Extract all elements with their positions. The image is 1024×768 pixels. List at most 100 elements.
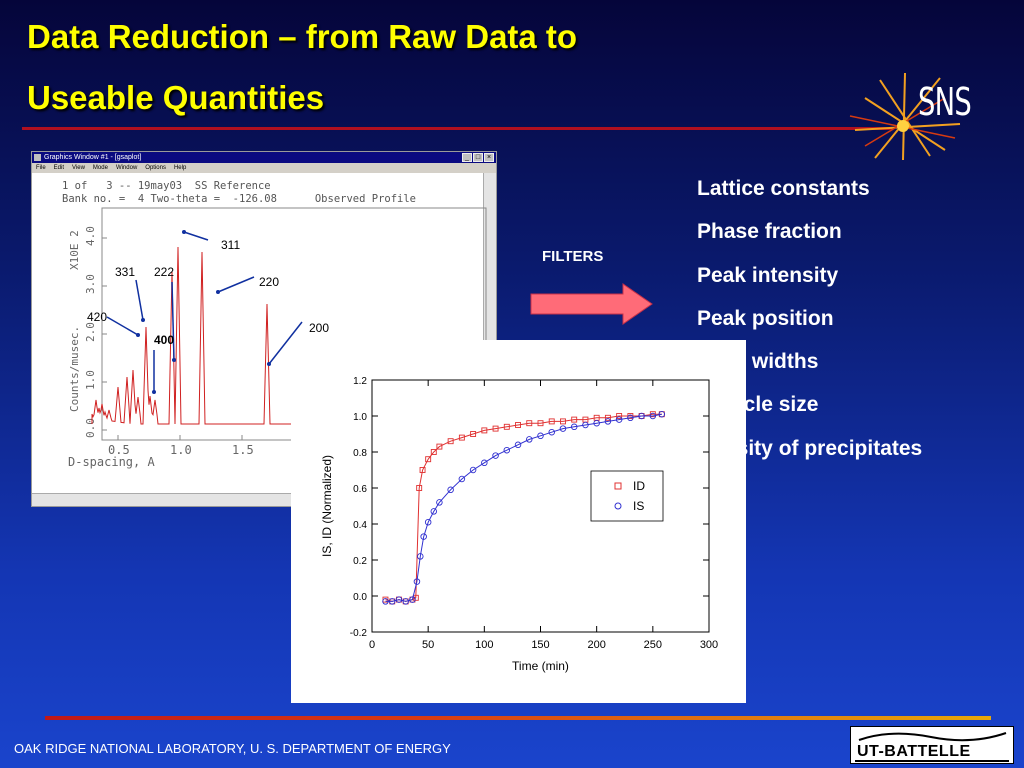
data-point-IS: [559, 425, 567, 432]
data-point-IS: [604, 418, 612, 425]
data-point-IS: [417, 553, 424, 560]
maximize-icon[interactable]: □: [473, 153, 483, 162]
data-point-IS: [593, 419, 600, 427]
data-point-IS: [526, 436, 533, 443]
peak-arrowhead-400: [152, 390, 156, 394]
x-axis-label: D-spacing, A: [68, 455, 155, 469]
data-point-IS: [402, 598, 409, 605]
x-tick-label: 1.0: [170, 443, 192, 457]
legend-box: [590, 470, 664, 522]
menu-item-window[interactable]: Window: [115, 165, 138, 171]
y-tick-label: 3.0: [84, 274, 97, 294]
data-point-ID: [571, 416, 578, 423]
property-item: Density of precipitates: [697, 436, 923, 460]
data-point-ID: [416, 485, 423, 491]
data-point-IS: [570, 423, 578, 431]
data-point-ID: [470, 431, 477, 437]
peak-label-331: 331: [115, 265, 135, 279]
property-item: Lattice constants: [697, 177, 870, 200]
y-tick-label: 0.6: [353, 484, 367, 495]
graphics-window-title: Graphics Window #1 - [gsaplot]: [44, 154, 142, 161]
peak-arrow-420: [106, 316, 139, 336]
peak-label-200: 200: [309, 321, 329, 335]
y-axis-label: Counts/musec.: [68, 326, 81, 412]
title-rule: [22, 127, 892, 130]
x-tick-label: 150: [531, 639, 549, 651]
info-line2: Bank no. = 4 Two-theta = -126.08 Observe…: [62, 193, 417, 205]
legend-marker-ID: [614, 482, 622, 490]
data-point-IS: [447, 486, 454, 494]
data-point-IS: [430, 508, 438, 515]
menu-item-view[interactable]: View: [72, 165, 85, 171]
y-tick-label: 0.0: [353, 592, 367, 603]
peak-label-311: 311: [221, 238, 240, 252]
footer-rule: [45, 716, 991, 720]
data-point-IS: [537, 432, 544, 440]
sns-logo-text: SNS: [918, 80, 972, 124]
graphics-window[interactable]: Graphics Window #1 - [gsaplot] _ □ × Fil…: [31, 151, 497, 507]
sns-starburst-icon: [849, 72, 961, 160]
x-tick-label: 250: [644, 639, 662, 651]
kinetics-plot-panel: 0 50 100 150 200 250 300 -0.2 0.0 0.2 0.4 0.6 0.8 1.0…: [291, 340, 746, 703]
property-item: Phase fraction: [697, 220, 842, 244]
y-tick-label: 1.2: [353, 376, 367, 387]
data-point-IS: [382, 598, 389, 605]
peak-arrowhead-222: [172, 358, 176, 362]
data-point-ID: [560, 418, 566, 425]
data-point-IS: [658, 410, 666, 418]
slide-title: Data Reduction – from Raw Data to Useabl…: [27, 6, 747, 128]
data-point-IS: [649, 412, 657, 420]
data-point-ID: [503, 423, 510, 430]
data-point-IS: [492, 452, 499, 459]
data-point-IS: [420, 533, 427, 540]
x-axis-label: Time (min): [512, 659, 569, 673]
peak-arrowhead-311: [182, 230, 186, 234]
menu-item-edit[interactable]: Edit: [53, 165, 65, 171]
data-point-IS: [424, 518, 432, 526]
data-point-ID: [515, 422, 521, 428]
x-tick-label: 1.5: [232, 443, 254, 457]
y-tick-label: 1.0: [353, 412, 367, 423]
peak-arrow-200: [268, 321, 303, 365]
menu-item-mode[interactable]: Mode: [92, 165, 108, 171]
data-point-IS: [388, 598, 396, 605]
data-point-ID: [419, 467, 426, 473]
y-tick-label: 2.0: [84, 322, 97, 342]
y-tick-label: -0.2: [350, 628, 368, 639]
series-line-IS: [385, 413, 662, 602]
close-icon[interactable]: ×: [484, 153, 494, 162]
right-arrow-icon: [530, 283, 653, 325]
data-point-IS: [627, 414, 634, 422]
data-point-ID: [492, 425, 499, 432]
data-point-IS: [469, 466, 477, 474]
minimize-icon[interactable]: _: [462, 153, 472, 162]
peak-arrow-311: [183, 231, 209, 241]
y-tick-label: 1.0: [84, 370, 97, 390]
y-axis-scale: X10E 2: [68, 230, 81, 270]
menu-item-file[interactable]: File: [36, 165, 46, 171]
data-point-ID: [481, 427, 488, 434]
y-axis-label: IS, ID (Normalized): [320, 455, 334, 557]
data-point-IS: [409, 596, 416, 603]
x-tick-label: 200: [587, 639, 605, 651]
data-point-ID: [447, 438, 454, 445]
x-tick-label: 0: [369, 639, 375, 651]
peak-label-220: 220: [259, 275, 279, 289]
peak-arrow-331: [135, 279, 144, 321]
property-item: Peak position: [697, 306, 834, 330]
menu-item-help[interactable]: Help: [173, 165, 187, 171]
y-tick-label: 0.4: [353, 520, 367, 531]
y-tick-label: 4.0: [84, 226, 97, 246]
ut-battelle-logo-underline: [855, 760, 1009, 762]
peak-arrow-222: [171, 281, 175, 361]
y-tick-label: 0.0: [84, 418, 97, 438]
data-point-IS: [413, 578, 421, 585]
data-point-ID: [548, 418, 555, 425]
graphics-window-titlebar[interactable]: Graphics Window #1 - [gsaplot] _ □ ×: [32, 152, 496, 163]
filters-label: FILTERS: [542, 248, 604, 265]
data-point-ID: [458, 434, 465, 441]
x-tick-label: 300: [700, 639, 718, 651]
data-point-IS: [638, 412, 645, 420]
menu-item-options[interactable]: Options: [145, 165, 166, 171]
property-list: Lattice constants Phase fraction Peak inte…: [697, 167, 922, 470]
